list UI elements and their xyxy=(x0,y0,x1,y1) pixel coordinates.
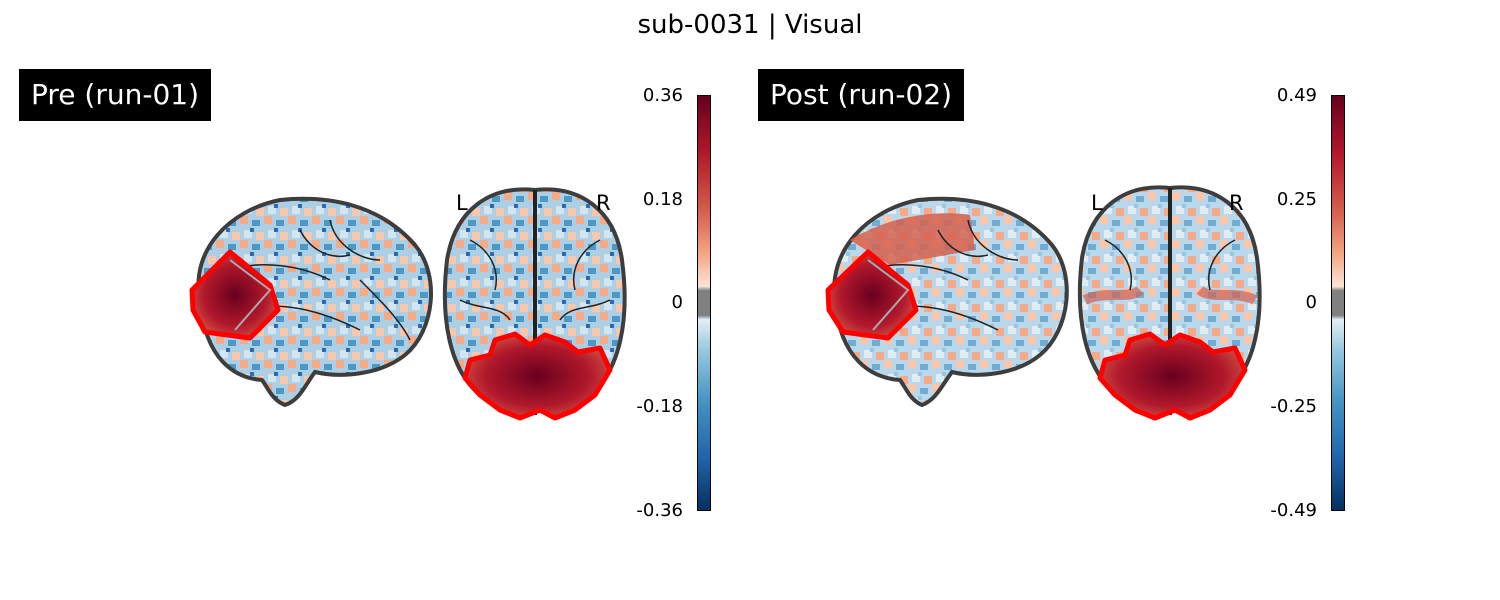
orientation-right-label: R xyxy=(596,191,611,215)
colorbar-tick-max: 0.36 xyxy=(642,85,683,106)
panel-post: Post (run-02) L R 0.49 0.25 0 -0.25 -0.4… xyxy=(740,0,1490,600)
panel-pre: Pre (run-01) L R 0.36 0.18 0 -0.18 -0.36 xyxy=(19,69,711,521)
colorbar-tick-min-post: -0.49 xyxy=(1270,500,1317,521)
glass-brain-pre xyxy=(189,187,627,421)
figure-title: sub-0031 | Visual xyxy=(637,10,863,40)
colorbar-pre xyxy=(697,95,711,511)
colorbar-tick-upper-post: 0.25 xyxy=(1276,189,1317,210)
axial-view xyxy=(442,187,627,421)
axial-view-post xyxy=(1077,185,1262,421)
colorbar-post xyxy=(1331,95,1345,511)
orientation-right-label-post: R xyxy=(1229,191,1244,215)
orientation-left-label-post: L xyxy=(1091,191,1103,215)
orientation-left-label: L xyxy=(456,191,468,215)
colorbar-tick-lower: -0.18 xyxy=(636,396,683,417)
glass-brain-post xyxy=(825,185,1262,421)
colorbar-tick-upper: 0.18 xyxy=(642,189,683,210)
panel-title-post: Post (run-02) xyxy=(758,69,965,121)
colorbar-tick-zero-post: 0 xyxy=(1305,292,1317,313)
colorbar-tick-lower-post: -0.25 xyxy=(1270,396,1317,417)
colorbar-tick-max-post: 0.49 xyxy=(1276,85,1317,106)
sagittal-view xyxy=(189,196,433,408)
panel-title-pre: Pre (run-01) xyxy=(19,69,211,121)
sagittal-view-post xyxy=(825,196,1069,408)
colorbar-tick-zero: 0 xyxy=(671,292,683,313)
colorbar-tick-min: -0.36 xyxy=(636,500,683,521)
